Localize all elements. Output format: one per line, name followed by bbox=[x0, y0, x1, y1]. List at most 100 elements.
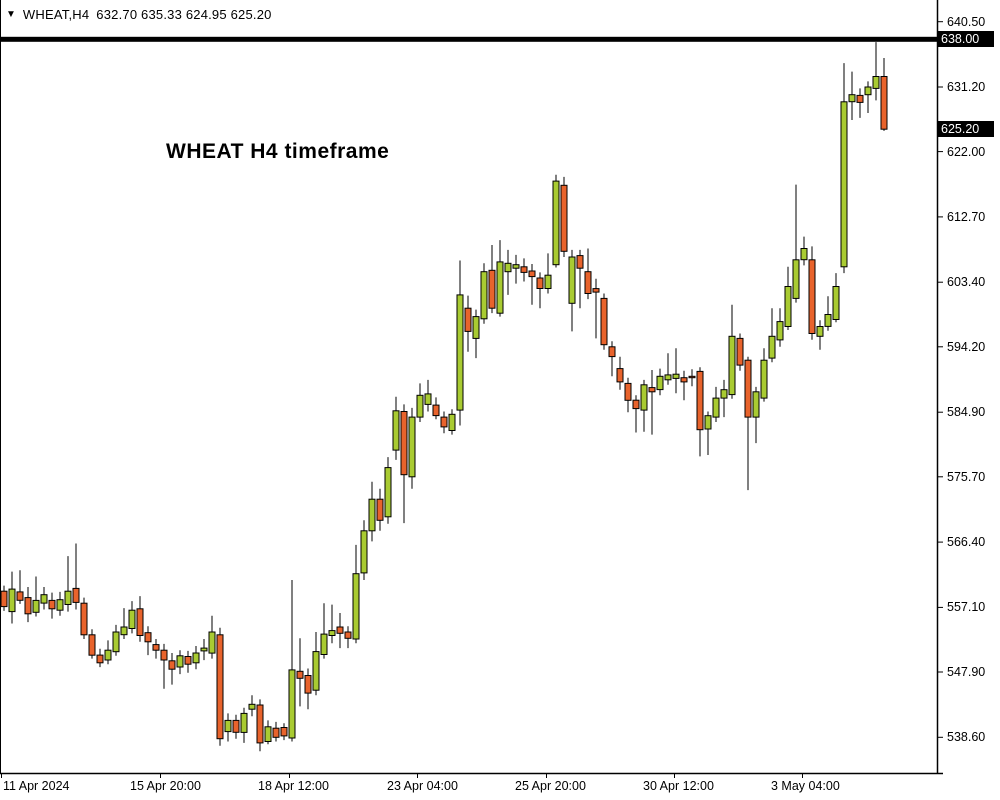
candle-body-bull bbox=[360, 530, 368, 574]
candle-body-bull bbox=[56, 599, 64, 611]
x-axis-label: 25 Apr 20:00 bbox=[515, 779, 586, 793]
candle-body-bull bbox=[8, 588, 16, 613]
x-axis-label: 11 Apr 2024 bbox=[3, 779, 70, 793]
y-axis-label: 575.70 bbox=[947, 470, 986, 484]
candle-body-bear bbox=[688, 375, 696, 379]
candle-body-bear bbox=[400, 411, 408, 476]
y-axis-label: 594.20 bbox=[947, 340, 986, 354]
candle-body-bull bbox=[120, 626, 128, 636]
candle-body-bull bbox=[368, 498, 376, 532]
candle-body-bull bbox=[392, 410, 400, 451]
candle-body-bear bbox=[376, 498, 384, 521]
candle-body-bear bbox=[16, 591, 24, 601]
candle-body-bear bbox=[272, 727, 280, 738]
candle-body-bull bbox=[832, 286, 840, 320]
candle-body-bull bbox=[752, 391, 760, 418]
candle-body-bull bbox=[864, 86, 872, 96]
candle-body-bull bbox=[192, 652, 200, 664]
candle-body-bear bbox=[648, 387, 656, 393]
candle-body-bear bbox=[680, 377, 688, 383]
candle-body-bull bbox=[408, 416, 416, 478]
candle-body-bull bbox=[720, 389, 728, 399]
chart-header: ▼ WHEAT,H4 632.70 635.33 624.95 625.20 bbox=[6, 7, 272, 22]
candle-body-bull bbox=[496, 261, 504, 314]
symbol-dropdown-icon[interactable]: ▼ bbox=[6, 9, 16, 20]
y-axis-label: 640.50 bbox=[947, 15, 986, 29]
candle-body-bear bbox=[584, 271, 592, 295]
x-axis-label: 30 Apr 12:00 bbox=[643, 779, 714, 793]
ohlc-quote-text: 632.70 635.33 624.95 625.20 bbox=[96, 7, 272, 22]
candle-body-bull bbox=[224, 719, 232, 733]
candle-body-bull bbox=[264, 726, 272, 742]
y-axis-label: 538.60 bbox=[947, 730, 986, 744]
candle-body-bull bbox=[792, 259, 800, 299]
candle-body-bull bbox=[872, 76, 880, 89]
chart-annotation-text: WHEAT H4 timeframe bbox=[166, 140, 390, 163]
hline-price-badge: 638.00 bbox=[937, 31, 994, 47]
candle-body-bull bbox=[424, 393, 432, 405]
horizontal-price-line[interactable] bbox=[0, 36, 940, 42]
candle-body-bull bbox=[248, 703, 256, 710]
candle-body-bull bbox=[640, 384, 648, 411]
candle-body-bear bbox=[168, 660, 176, 670]
candle-body-bull bbox=[672, 373, 680, 379]
last-price-badge: 625.20 bbox=[937, 121, 994, 137]
candle-body-bear bbox=[24, 597, 32, 615]
y-axis-label: 631.20 bbox=[947, 80, 986, 94]
candle-body-bull bbox=[328, 630, 336, 636]
candle-body-bull bbox=[384, 467, 392, 518]
candle-body-bull bbox=[416, 394, 424, 418]
candle-body-bull bbox=[104, 649, 112, 661]
candle-body-bull bbox=[664, 374, 672, 381]
candle-body-bull bbox=[352, 573, 360, 640]
candle-body-bull bbox=[712, 397, 720, 418]
candle-body-bear bbox=[136, 608, 144, 636]
candle-body-bear bbox=[696, 370, 704, 431]
candle-body-bull bbox=[824, 314, 832, 327]
candle-body-bull bbox=[32, 599, 40, 613]
candle-body-bear bbox=[528, 270, 536, 278]
y-axis-label: 622.00 bbox=[947, 145, 986, 159]
y-axis-label: 612.70 bbox=[947, 210, 986, 224]
candle-body-bear bbox=[96, 654, 104, 664]
candle-body-bear bbox=[48, 599, 56, 610]
candle-body-bull bbox=[840, 101, 848, 268]
y-axis-label: 557.10 bbox=[947, 600, 986, 614]
candle-body-bear bbox=[440, 416, 448, 428]
candle-body-bull bbox=[568, 256, 576, 304]
candle-body-bull bbox=[656, 375, 664, 391]
candle-body-bear bbox=[144, 632, 152, 643]
candle-body-bull bbox=[704, 415, 712, 430]
candle-body-bull bbox=[816, 326, 824, 337]
y-axis-label: 566.40 bbox=[947, 535, 986, 549]
symbol-label: WHEAT,H4 bbox=[22, 7, 90, 22]
candle-body-bull bbox=[320, 633, 328, 655]
candle-body-bear bbox=[232, 719, 240, 733]
candle-body-bull bbox=[240, 712, 248, 733]
candle-body-bull bbox=[200, 647, 208, 652]
candle-body-bull bbox=[544, 274, 552, 290]
candle-body-bear bbox=[432, 404, 440, 417]
candle-body-bear bbox=[632, 399, 640, 410]
candle-body-bull bbox=[448, 413, 456, 431]
y-axis-label: 547.90 bbox=[947, 665, 986, 679]
candle-body-bear bbox=[280, 727, 288, 737]
candle-body-bear bbox=[304, 675, 312, 694]
candle-body-bear bbox=[344, 631, 352, 639]
x-axis-label: 3 May 04:00 bbox=[771, 779, 840, 793]
candle-body-bear bbox=[464, 307, 472, 332]
candle-body-bear bbox=[592, 288, 600, 293]
x-axis-label: 15 Apr 20:00 bbox=[130, 779, 201, 793]
candle-body-bull bbox=[768, 335, 776, 359]
candle-body-bear bbox=[624, 382, 632, 401]
candle-body-bull bbox=[456, 294, 464, 411]
x-axis-label: 23 Apr 04:00 bbox=[387, 779, 458, 793]
candle-body-bull bbox=[504, 262, 512, 273]
candle-body-bull bbox=[800, 248, 808, 261]
candle-body-bear bbox=[72, 587, 80, 603]
candle-body-bull bbox=[112, 631, 120, 653]
candle-body-bear bbox=[608, 346, 616, 358]
candle-body-bear bbox=[0, 590, 8, 608]
